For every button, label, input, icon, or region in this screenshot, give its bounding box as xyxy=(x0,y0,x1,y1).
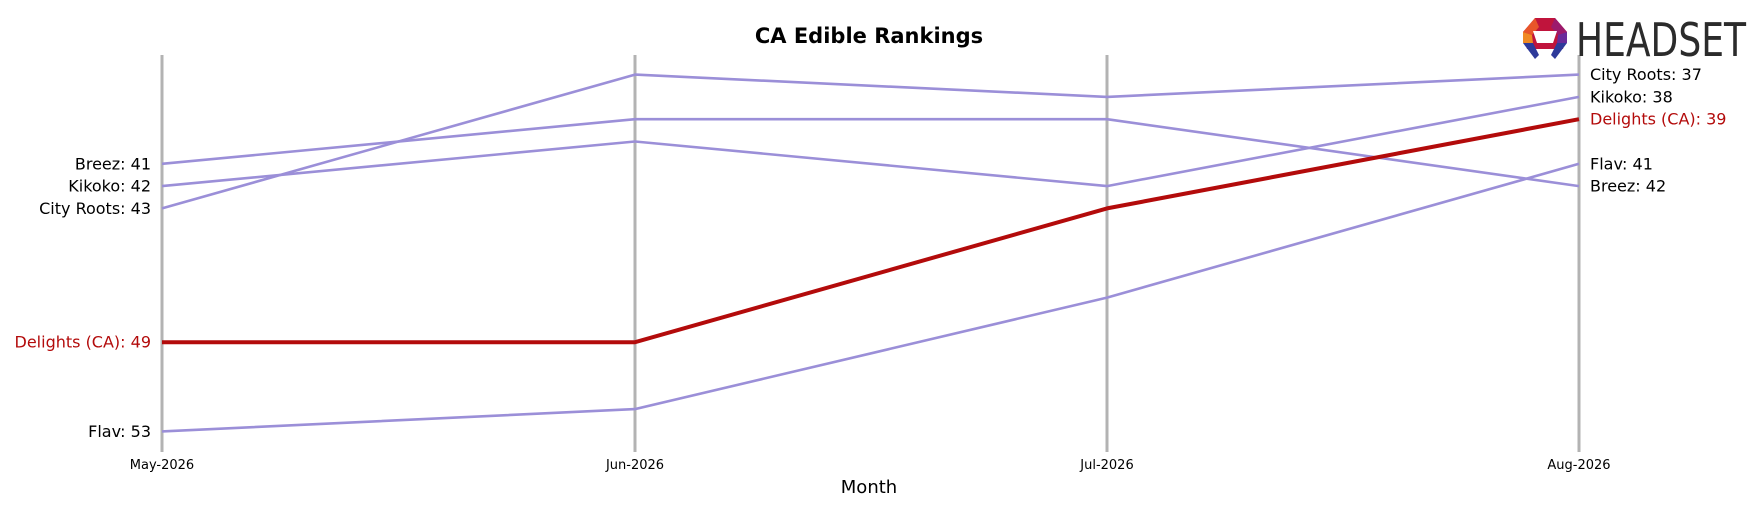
left-end-label: Delights (CA): 49 xyxy=(15,333,151,352)
right-end-label: Kikoko: 38 xyxy=(1590,87,1673,106)
right-end-label: Delights (CA): 39 xyxy=(1590,110,1726,129)
x-axis-label: Month xyxy=(841,477,897,498)
headset-logo-icon xyxy=(1523,18,1567,59)
series-line-delights-ca xyxy=(162,117,1580,345)
left-end-label: Flav: 53 xyxy=(88,422,151,441)
series-line-flav xyxy=(161,162,1580,433)
series-line-city-roots xyxy=(161,73,1580,210)
right-end-label: Flav: 41 xyxy=(1590,154,1653,173)
x-tick-label: Aug-2026 xyxy=(1547,458,1610,473)
headset-logo-text: HEADSET xyxy=(1576,13,1747,67)
x-tick-label: Jun-2026 xyxy=(605,458,664,473)
month-gridlines xyxy=(160,55,1581,452)
series-line-breez xyxy=(161,117,1580,188)
x-tick-labels: May-2026 Jun-2026 Jul-2026 Aug-2026 xyxy=(130,458,1611,473)
x-tick-label: Jul-2026 xyxy=(1079,458,1133,473)
right-end-label: Breez: 42 xyxy=(1590,177,1666,196)
right-end-label: City Roots: 37 xyxy=(1590,65,1702,84)
right-end-labels: City Roots: 37 Kikoko: 38 Delights (CA): 3… xyxy=(1590,65,1726,196)
x-tick-label: May-2026 xyxy=(130,458,194,473)
left-end-label: Kikoko: 42 xyxy=(68,177,151,196)
left-end-labels: Breez: 41 Kikoko: 42 City Roots: 43 Delight… xyxy=(15,154,151,441)
left-end-label: Breez: 41 xyxy=(75,154,151,173)
headset-logo: HEADSET xyxy=(1523,13,1747,67)
chart-title: CA Edible Rankings xyxy=(755,24,983,48)
series-line-kikoko xyxy=(161,95,1580,188)
left-end-label: City Roots: 43 xyxy=(39,199,151,218)
series-lines xyxy=(161,73,1580,433)
